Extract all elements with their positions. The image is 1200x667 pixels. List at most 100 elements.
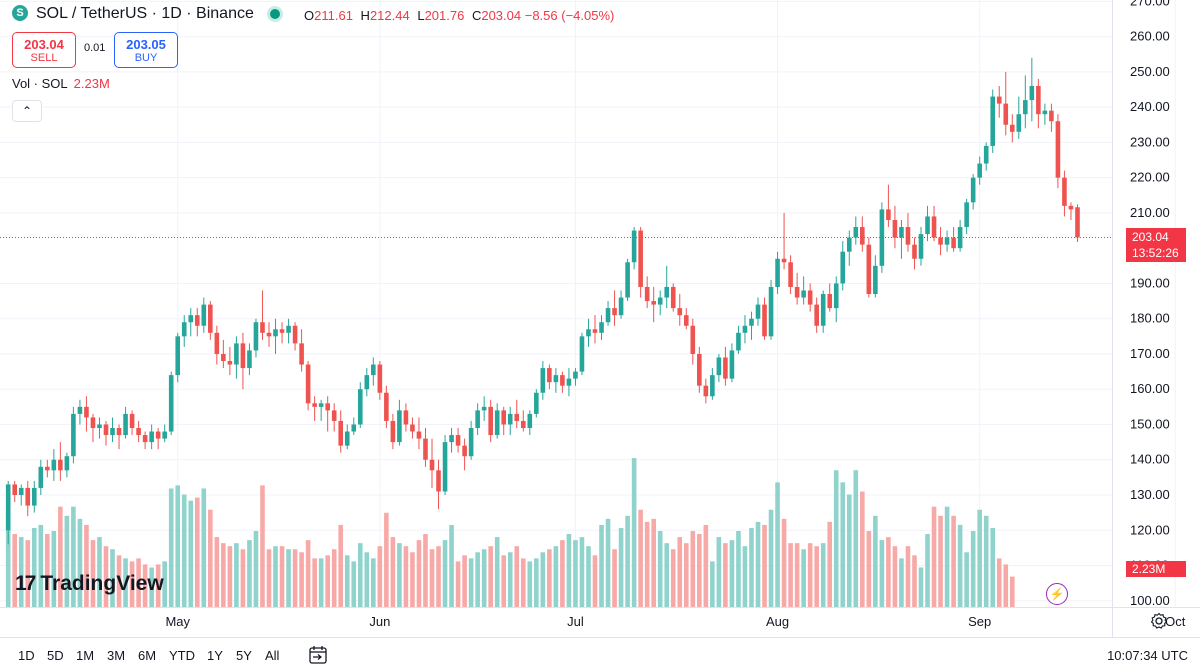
candle-body xyxy=(534,392,539,414)
candle-body xyxy=(723,357,728,379)
volume-bar xyxy=(736,531,741,607)
volume-legend-label: Vol · SOL xyxy=(12,76,68,91)
candle-body xyxy=(227,361,233,365)
volume-bar xyxy=(905,546,911,607)
candle-body xyxy=(625,262,630,298)
candle-body xyxy=(286,325,291,333)
volume-bar xyxy=(168,488,174,607)
volume-bar xyxy=(547,549,552,607)
volume-bar xyxy=(299,552,304,607)
volume-bar xyxy=(501,555,507,607)
range-1y-button[interactable]: 1Y xyxy=(207,648,223,663)
candle-body xyxy=(5,484,11,531)
symbol-title[interactable]: SOL / TetherUS · 1D · Binance xyxy=(36,5,254,22)
candle-body xyxy=(879,209,885,266)
range-6m-button[interactable]: 6M xyxy=(138,648,157,663)
candle-body xyxy=(260,322,265,333)
candle-body xyxy=(618,297,624,316)
candle-body xyxy=(775,258,780,287)
close-value: 203.04 xyxy=(481,8,522,23)
lightning-icon[interactable]: ⚡ xyxy=(1046,583,1068,605)
volume-bar xyxy=(507,552,513,607)
candle-body xyxy=(31,487,37,506)
candle-body xyxy=(357,389,363,425)
candle-body xyxy=(1049,110,1054,122)
price-tick-label: 240.00 xyxy=(1130,99,1170,114)
volume-bar xyxy=(357,543,363,607)
candle-body xyxy=(749,318,754,326)
candle-body xyxy=(631,230,637,263)
candle-body xyxy=(905,227,911,245)
candle-body xyxy=(325,403,330,411)
candle-body xyxy=(25,487,31,506)
volume-bar xyxy=(527,561,533,607)
volume-bar xyxy=(768,509,774,607)
tradingview-watermark[interactable]: 17 TradingView xyxy=(15,572,164,596)
candle-body xyxy=(64,456,70,471)
volume-bar xyxy=(377,546,383,607)
settings-gear-icon[interactable] xyxy=(1150,612,1168,630)
volume-bar xyxy=(964,552,969,607)
volume-bar xyxy=(788,543,793,607)
volume-bar xyxy=(318,558,324,607)
range-ytd-button[interactable]: YTD xyxy=(169,648,195,663)
utc-clock[interactable]: 10:07:34 UTC xyxy=(1107,648,1188,663)
volume-legend-value: 2.23M xyxy=(73,76,110,91)
bottom-toolbar: 1D 5D 1M 3M 6M YTD 1Y 5Y All xyxy=(0,645,1200,667)
candle-body xyxy=(970,177,976,203)
range-5y-button[interactable]: 5Y xyxy=(236,648,252,663)
buy-button[interactable]: 203.05 BUY xyxy=(114,32,178,68)
candle-body xyxy=(540,368,546,393)
volume-bar xyxy=(592,555,598,607)
volume-bar xyxy=(25,540,31,607)
candle-body xyxy=(12,484,18,495)
volume-bar xyxy=(996,558,1002,607)
buy-label: BUY xyxy=(134,51,158,64)
volume-bar xyxy=(677,537,683,607)
sell-price: 203.04 xyxy=(24,36,64,52)
range-5d-button[interactable]: 5D xyxy=(47,648,64,663)
price-tick-label: 100.00 xyxy=(1130,593,1170,608)
volume-bar xyxy=(494,537,500,607)
candle-body xyxy=(846,237,852,252)
volume-bar xyxy=(918,567,924,607)
volume-bar xyxy=(599,524,604,607)
range-all-button[interactable]: All xyxy=(265,648,280,663)
candle-body xyxy=(247,350,252,369)
candle-body xyxy=(586,329,591,337)
candle-body xyxy=(214,332,220,354)
range-1d-button[interactable]: 1D xyxy=(18,648,35,663)
calendar-goto-icon[interactable] xyxy=(307,645,329,665)
market-status-icon[interactable] xyxy=(270,9,280,19)
volume-bar xyxy=(951,515,956,607)
range-3m-button[interactable]: 3M xyxy=(107,648,126,663)
volume-bar xyxy=(716,537,722,607)
candle-body xyxy=(1042,110,1048,115)
candle-body xyxy=(697,353,702,386)
volume-bar xyxy=(71,506,76,607)
candle-body xyxy=(683,315,689,326)
candle-body xyxy=(279,329,285,333)
volume-bar xyxy=(775,482,780,607)
candle-body xyxy=(110,428,115,436)
volume-bar xyxy=(566,534,572,607)
range-1m-button[interactable]: 1M xyxy=(76,648,95,663)
time-tick-label: Jun xyxy=(369,614,390,629)
time-tick-label: Jul xyxy=(567,614,584,629)
collapse-legend-button[interactable]: ⌃ xyxy=(12,100,42,122)
volume-bar xyxy=(123,558,128,607)
volume-bar xyxy=(325,555,330,607)
candle-body xyxy=(155,431,161,439)
candle-body xyxy=(84,406,89,418)
candle-body xyxy=(71,413,76,457)
candle-body xyxy=(644,286,650,302)
candle-body xyxy=(397,410,402,443)
volume-legend[interactable]: Vol · SOL 2.23M xyxy=(12,76,110,91)
candle-body xyxy=(873,265,878,295)
sell-button[interactable]: 203.04 SELL xyxy=(12,32,76,68)
last-price-value: 203.04 xyxy=(1132,230,1169,244)
candle-body xyxy=(344,431,350,446)
candle-body xyxy=(90,417,96,429)
candle-body xyxy=(338,420,344,446)
